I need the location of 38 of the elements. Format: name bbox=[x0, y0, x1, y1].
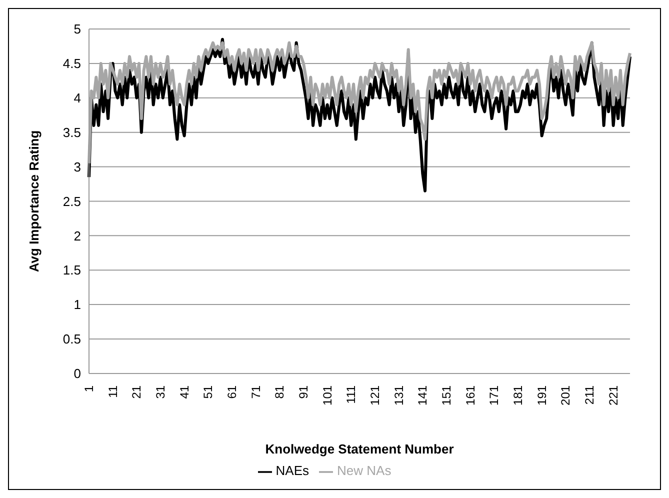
y-tick-label: 2 bbox=[74, 228, 81, 244]
x-tick-label: 131 bbox=[392, 385, 406, 406]
x-tick-label: 81 bbox=[272, 385, 287, 399]
x-tick-label: 61 bbox=[224, 385, 239, 399]
x-axis-title: Knolwedge Statement Number bbox=[265, 441, 454, 456]
x-tick-label: 151 bbox=[439, 385, 454, 406]
y-axis-title: Avg Importance Rating bbox=[26, 130, 42, 272]
x-tick-label: 141 bbox=[416, 385, 430, 406]
x-tick-label: 161 bbox=[463, 385, 478, 406]
x-tick-label: 51 bbox=[201, 385, 216, 399]
y-tick-label: 1.5 bbox=[62, 262, 81, 278]
y-tick-label: 0 bbox=[74, 366, 81, 382]
x-tick-label: 211 bbox=[582, 385, 596, 405]
x-tick-label: 1 bbox=[82, 385, 96, 392]
x-tick-label: 181 bbox=[510, 385, 525, 406]
y-tick-label: 4.5 bbox=[62, 56, 81, 72]
y-tick-label: 4 bbox=[74, 90, 81, 106]
x-tick-label: 101 bbox=[320, 385, 334, 406]
x-tick-label: 191 bbox=[534, 385, 549, 406]
x-tick-label: 221 bbox=[606, 385, 620, 406]
legend-label: New NAs bbox=[337, 463, 392, 478]
x-tick-label: 11 bbox=[106, 385, 120, 398]
y-tick-label: 5 bbox=[74, 22, 81, 37]
x-tick-label: 41 bbox=[177, 385, 192, 399]
x-tick-label: 31 bbox=[154, 385, 168, 399]
x-tick-label: 91 bbox=[296, 385, 310, 399]
x-tick-label: 111 bbox=[344, 385, 358, 404]
x-tick-label: 71 bbox=[248, 385, 263, 399]
x-tick-label: 171 bbox=[487, 385, 502, 406]
y-tick-label: 0.5 bbox=[62, 332, 81, 347]
y-tick-label: 1 bbox=[74, 297, 81, 312]
x-tick-label: 201 bbox=[558, 385, 573, 406]
x-tick-label: 21 bbox=[130, 385, 144, 399]
x-tick-label: 121 bbox=[368, 385, 382, 406]
legend-label: NAEs bbox=[276, 463, 310, 478]
y-tick-label: 3.5 bbox=[62, 124, 81, 140]
y-tick-label: 3 bbox=[74, 159, 81, 174]
y-tick-label: 2.5 bbox=[62, 194, 81, 209]
